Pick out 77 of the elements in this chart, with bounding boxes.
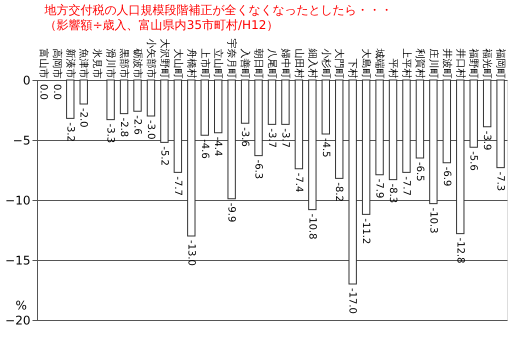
x-tick-label: 黒部市 [118, 48, 130, 78]
data-label: -5.6 [468, 151, 479, 171]
x-tick-label: 大島町 [360, 48, 372, 78]
x-tick-label: 八尾町 [266, 48, 277, 78]
data-label: -3.7 [279, 128, 290, 148]
chart-title: 地方交付税の人口規模段階補正が全くなくなったとしたら・・・ [44, 3, 393, 17]
data-label: -8.3 [387, 184, 398, 204]
x-tick-label: 富山市 [37, 48, 50, 78]
y-axis-title: % [16, 298, 27, 312]
data-label: -6.5 [414, 162, 425, 182]
x-tick-label: 上市町 [198, 48, 211, 78]
data-label: -6.3 [252, 160, 264, 180]
data-label: -3.2 [64, 122, 76, 142]
x-tick-label: 高岡市 [50, 48, 63, 78]
data-label: -4.6 [198, 139, 210, 159]
data-label: -17.0 [346, 288, 358, 314]
data-label: -2.8 [118, 118, 130, 138]
x-tick-label: 上平村 [400, 48, 412, 78]
x-tick-label: 庄川町 [427, 48, 440, 78]
data-label: -7.7 [400, 176, 412, 196]
data-label: -4.4 [212, 136, 224, 156]
x-tick-label: 小杉町 [320, 48, 332, 78]
x-tick-label: 山田村 [292, 48, 305, 78]
x-tick-label: 大山町 [172, 48, 184, 78]
chart-subtitle: （影響額÷歳入、富山県内35市町村/H12） [44, 18, 278, 32]
x-tick-label: 新湊市 [64, 48, 76, 78]
x-tick-label: 宇奈月町 [226, 38, 238, 78]
x-tick-label: 婦中町 [279, 48, 292, 78]
x-tick-label: 城端町 [374, 48, 386, 78]
data-label: -3.3 [104, 124, 116, 144]
data-label: -3.6 [239, 127, 250, 147]
x-tick-label: 井波町 [440, 48, 453, 78]
y-tick-label: −10 [5, 194, 30, 208]
data-label: -9.9 [226, 202, 237, 222]
data-label: -10.8 [306, 214, 318, 240]
x-tick-label: 氷見市 [91, 48, 104, 78]
data-label: -7.9 [374, 178, 385, 198]
data-label: -12.8 [454, 238, 466, 264]
data-label: -7.4 [292, 172, 304, 192]
data-label: -6.9 [440, 166, 452, 186]
data-label: 0.0 [50, 84, 62, 100]
x-tick-label: 入善町 [239, 48, 252, 78]
data-label: -4.5 [320, 138, 331, 158]
x-tick-label: 大沢野町 [158, 38, 170, 78]
data-label: -3.9 [481, 130, 492, 150]
y-tick-label: −5 [12, 134, 30, 148]
data-label: -7.7 [172, 176, 183, 196]
data-label: -7.3 [494, 172, 506, 192]
data-label: -2.0 [78, 108, 89, 128]
x-tick-label: 井口村 [454, 48, 466, 78]
x-tick-label: 福野町 [468, 48, 480, 78]
x-tick-label: 大門町 [333, 48, 346, 78]
y-tick-label: 0 [22, 74, 30, 88]
x-tick-label: 舟橋村 [185, 48, 198, 78]
data-label: -2.6 [132, 115, 143, 135]
x-tick-label: 福岡町 [494, 48, 507, 78]
y-tick-label: −15 [5, 254, 30, 268]
x-tick-label: 利賀村 [414, 48, 426, 78]
x-tick-label: 朝日町 [252, 48, 265, 78]
x-tick-label: 砺波市 [132, 48, 144, 78]
x-tick-label: 細入村 [306, 48, 318, 78]
data-label: -3.0 [144, 120, 156, 140]
data-label: -5.2 [158, 146, 170, 166]
data-label: 0.0 [37, 84, 48, 100]
data-label: -13.0 [185, 240, 196, 266]
x-tick-label: 平村 [387, 58, 400, 78]
x-tick-label: 魚津市 [78, 48, 90, 78]
x-tick-label: 滑川市 [104, 48, 117, 78]
data-label: -10.3 [427, 208, 438, 234]
x-tick-label: 福光町 [481, 48, 494, 78]
data-label: -8.2 [333, 182, 344, 202]
data-label: -11.2 [360, 218, 372, 244]
x-tick-label: 小矢部市 [144, 38, 157, 78]
y-tick-label: −20 [5, 314, 30, 328]
x-tick-label: 下村 [346, 58, 359, 78]
x-tick-label: 立山町 [212, 48, 224, 78]
data-label: -3.7 [266, 128, 277, 148]
